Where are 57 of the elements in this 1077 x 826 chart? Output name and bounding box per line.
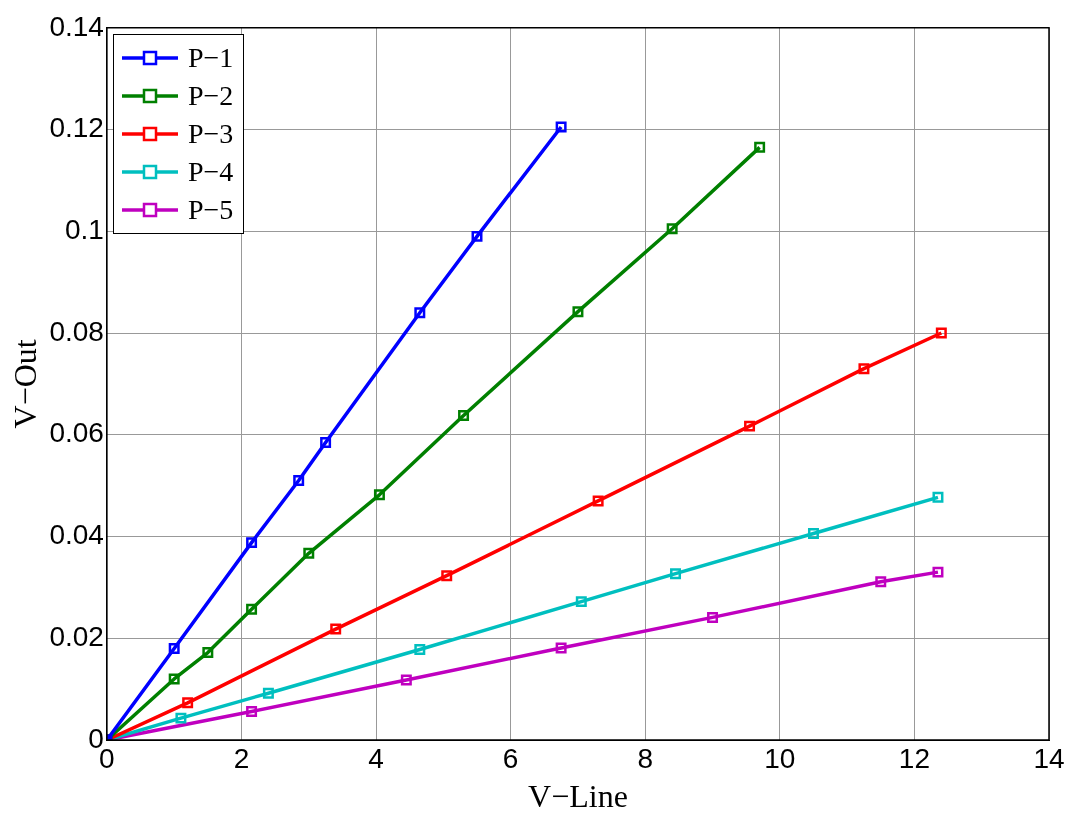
point	[932, 491, 944, 503]
legend-label: P−2	[187, 79, 234, 112]
point	[246, 603, 258, 615]
point	[575, 596, 587, 608]
point	[293, 475, 305, 487]
point	[572, 306, 584, 318]
point	[441, 570, 453, 582]
point	[414, 643, 426, 655]
point	[246, 537, 258, 549]
y-tick-label: 0.02	[49, 620, 104, 652]
point	[458, 409, 470, 421]
point	[666, 223, 678, 235]
x-tick-label: 6	[502, 742, 519, 774]
point	[875, 576, 887, 588]
x-tick-label: 4	[368, 742, 384, 774]
y-tick-label: 0.06	[49, 417, 104, 449]
point	[182, 697, 194, 709]
x-tick-label: 2	[233, 742, 250, 774]
point	[175, 712, 187, 724]
point	[592, 495, 604, 507]
point	[471, 230, 483, 242]
legend-label: P−4	[187, 155, 234, 188]
point	[707, 611, 719, 623]
point	[932, 566, 944, 578]
point	[373, 489, 385, 501]
point	[320, 436, 332, 448]
point	[168, 673, 180, 685]
point	[555, 121, 567, 133]
x-tick-label: 14	[1033, 742, 1065, 774]
legend-label: P−1	[187, 41, 234, 74]
point	[935, 327, 947, 339]
x-tick-label: 10	[764, 742, 796, 774]
y-tick-label: 0.14	[49, 10, 104, 42]
point	[414, 307, 426, 319]
point	[858, 363, 870, 375]
point	[262, 687, 274, 699]
y-tick-label: 0.12	[49, 112, 104, 144]
y-axis-title: V−Out	[6, 339, 43, 429]
point	[202, 647, 214, 658]
point	[670, 568, 682, 580]
point	[555, 642, 567, 654]
point	[400, 674, 412, 686]
legend-label: P−3	[187, 117, 234, 150]
x-axis-title: V−Line	[528, 778, 628, 815]
point	[807, 527, 819, 539]
y-tick-label: 0.1	[64, 214, 104, 245]
point	[168, 642, 180, 654]
point	[330, 623, 342, 635]
y-tick-label: 0.04	[49, 519, 104, 551]
x-tick-label: 8	[637, 742, 654, 774]
point	[303, 547, 315, 559]
y-tick-label: 0.08	[49, 315, 104, 347]
legend-label: P−5	[187, 193, 234, 226]
point	[246, 706, 258, 718]
point	[754, 141, 766, 153]
point	[744, 420, 756, 432]
x-tick-label: 12	[898, 742, 930, 774]
